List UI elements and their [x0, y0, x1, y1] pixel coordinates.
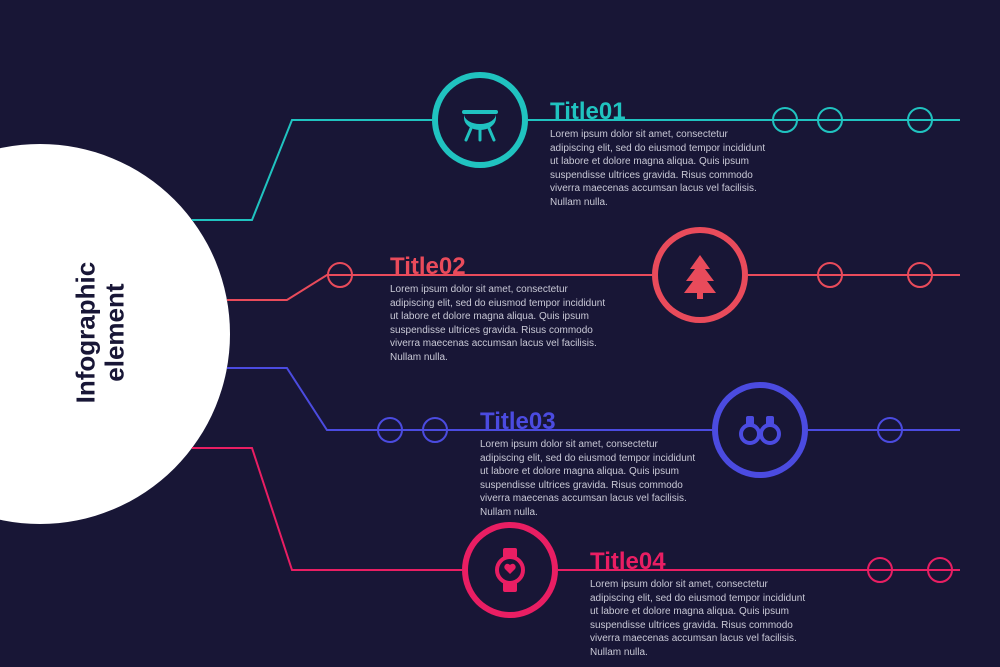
item-body: Lorem ipsum dolor sit amet, consectetur … [550, 128, 770, 209]
item-title: Title04 [590, 548, 666, 576]
item-title: Title02 [390, 253, 466, 281]
hub-label: Infographic element [71, 253, 128, 413]
item-body: Lorem ipsum dolor sit amet, consectetur … [390, 283, 610, 364]
item-title: Title01 [550, 98, 626, 126]
item-body: Lorem ipsum dolor sit amet, consectetur … [480, 438, 700, 519]
infographic-stage: Infographic element Title01Lorem ipsum d… [0, 0, 1000, 667]
item-body: Lorem ipsum dolor sit amet, consectetur … [590, 578, 810, 659]
item-title: Title03 [480, 408, 556, 436]
watermark: stock.adobe.com · 377172590 [1, 172, 12, 334]
